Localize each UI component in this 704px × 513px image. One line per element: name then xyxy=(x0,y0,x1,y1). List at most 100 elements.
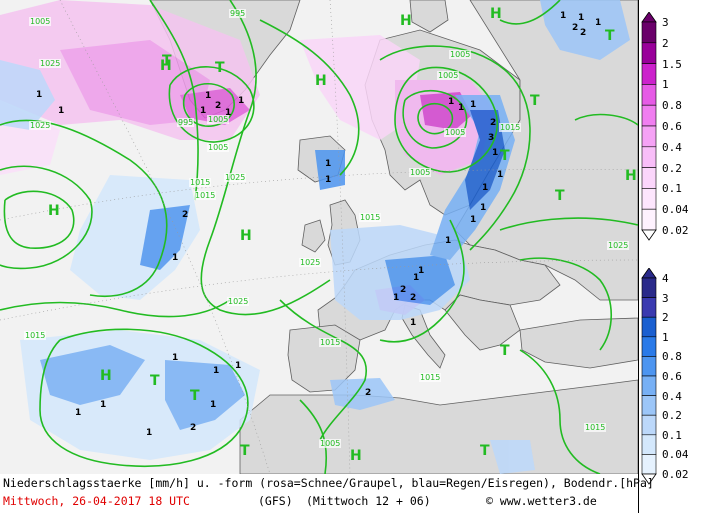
legend-value-label: 0.4 xyxy=(662,140,682,154)
legend-swatch xyxy=(641,414,657,436)
isobar-line xyxy=(379,219,465,343)
precip-rate-label: 1 xyxy=(210,400,216,410)
isobar-line xyxy=(200,0,331,316)
precip-rate-label: 1 xyxy=(213,366,219,376)
precip-rate-label: 1 xyxy=(448,97,454,107)
rain-area-south-atlantic-east xyxy=(165,360,245,430)
precip-rate-label: 2 xyxy=(580,28,586,38)
isobar-line xyxy=(574,113,638,126)
map-footer: Niederschlagsstaerke [mm/h] u. -form (ro… xyxy=(0,474,654,513)
isobar-label-bg xyxy=(194,191,216,200)
isobar-label-bg xyxy=(419,373,441,382)
isobar-line xyxy=(279,299,367,441)
legend-value-label: 0.02 xyxy=(662,468,689,481)
isobar-value-label: 1005 xyxy=(30,17,50,26)
graticule-line xyxy=(329,0,351,474)
legend-value-label: 1 xyxy=(662,330,669,344)
precip-rate-label: 1 xyxy=(458,103,464,113)
legend-value-label: 3 xyxy=(662,291,669,305)
legend-min-arrow xyxy=(641,473,657,485)
land-svalbard xyxy=(409,0,449,33)
legend-value-label: 2 xyxy=(662,36,669,50)
legend-swatch xyxy=(641,188,657,210)
legend-swatch xyxy=(641,125,657,148)
rain-area-atlantic-front-core xyxy=(140,205,190,270)
precip-rate-label: 1 xyxy=(100,400,106,410)
isobar-value-label: 1015 xyxy=(420,373,440,382)
low-pressure-label: T xyxy=(190,388,200,404)
legend-value-label: 1 xyxy=(662,78,669,92)
legend-value-label: 4 xyxy=(662,272,669,285)
isobar-line xyxy=(519,349,601,474)
precip-rate-label: 2 xyxy=(400,285,406,295)
isobar-value-label: 1005 xyxy=(208,115,228,124)
legend-swatch xyxy=(641,167,657,189)
legend-value-label: 0.6 xyxy=(662,120,682,133)
precip-rate-label: 1 xyxy=(235,361,241,371)
isobar-label-bg xyxy=(359,213,381,222)
precip-rate-label: 1 xyxy=(200,106,206,116)
land-italy xyxy=(401,304,446,369)
precip-rate-label: 1 xyxy=(325,159,331,169)
isobar-label-bg xyxy=(207,115,229,124)
isobar-label-bg xyxy=(607,241,629,250)
isobar-label-bg xyxy=(29,121,51,130)
high-pressure-label: H xyxy=(160,58,172,74)
legend-swatch xyxy=(641,277,657,298)
legend-value-label: 0.2 xyxy=(662,409,682,423)
precip-rate-label: 1 xyxy=(325,175,331,185)
isobar-value-label: 1015 xyxy=(190,178,210,187)
precip-rate-label: 3 xyxy=(488,133,494,143)
precip-rate-label: 1 xyxy=(482,183,488,193)
legend-swatch xyxy=(641,316,657,338)
isobar-label-bg xyxy=(319,439,341,448)
precip-rate-label: 2 xyxy=(490,118,496,128)
land-ireland xyxy=(301,219,326,253)
isobar-value-label: 1025 xyxy=(228,297,248,306)
legend-swatch xyxy=(641,356,657,377)
legend-swatch xyxy=(641,146,657,168)
isobar-label-bg xyxy=(207,143,229,152)
legend-value-label: 0.04 xyxy=(662,448,689,462)
isobar-value-label: 1025 xyxy=(225,173,245,182)
precip-rate-label: 2 xyxy=(572,23,578,33)
isobar-line xyxy=(519,257,612,351)
legend-swatch xyxy=(641,336,657,357)
snow-area-norway-sea xyxy=(300,35,420,140)
precip-rate-label: 1 xyxy=(393,293,399,303)
isobar-line xyxy=(499,0,561,25)
precip-rate-label: 1 xyxy=(497,170,503,180)
isobar-value-label: 1005 xyxy=(320,439,340,448)
isobar-label-bg xyxy=(224,173,246,182)
legend-value-label: 3 xyxy=(662,16,669,29)
isobar-label-bg xyxy=(319,338,341,347)
snow-area-greenland-core xyxy=(60,40,210,125)
rain-area-south-atlantic-core xyxy=(40,345,145,405)
low-pressure-label: T xyxy=(530,93,540,109)
legend-value-label: 0.1 xyxy=(662,428,682,442)
precip-rate-label: 1 xyxy=(75,408,81,418)
isobar-labels: 1005 995 1005 1025 1025 1015 1015 995 1005 1025 10… xyxy=(24,9,629,448)
copyright-link[interactable]: © www.wetter3.de xyxy=(486,494,597,508)
isobar-value-label: 995 xyxy=(178,118,193,127)
legend-swatch xyxy=(641,434,657,455)
low-pressure-label: T xyxy=(500,148,510,164)
high-pressure-label: H xyxy=(100,368,112,384)
precip-rate-label: 2 xyxy=(365,388,371,398)
isobar-value-label: 1005 xyxy=(445,128,465,137)
map-description: Niederschlagsstaerke [mm/h] u. -form (ro… xyxy=(3,476,654,490)
precip-rate-label: 1 xyxy=(418,266,424,276)
precip-rate-label: 1 xyxy=(36,90,42,100)
isobar-value-label: 1005 xyxy=(450,50,470,59)
precip-rate-label: 1 xyxy=(560,11,566,21)
legend-swatch xyxy=(641,42,657,64)
low-pressure-label: T xyxy=(215,60,225,76)
precip-rate-label: 1 xyxy=(172,353,178,363)
legend-value-label: 0.8 xyxy=(662,350,682,364)
rain-area-labrador xyxy=(0,60,55,130)
isobar-line xyxy=(379,45,531,251)
isobar-line xyxy=(168,66,255,143)
precip-rate-label: 1 xyxy=(205,91,211,101)
